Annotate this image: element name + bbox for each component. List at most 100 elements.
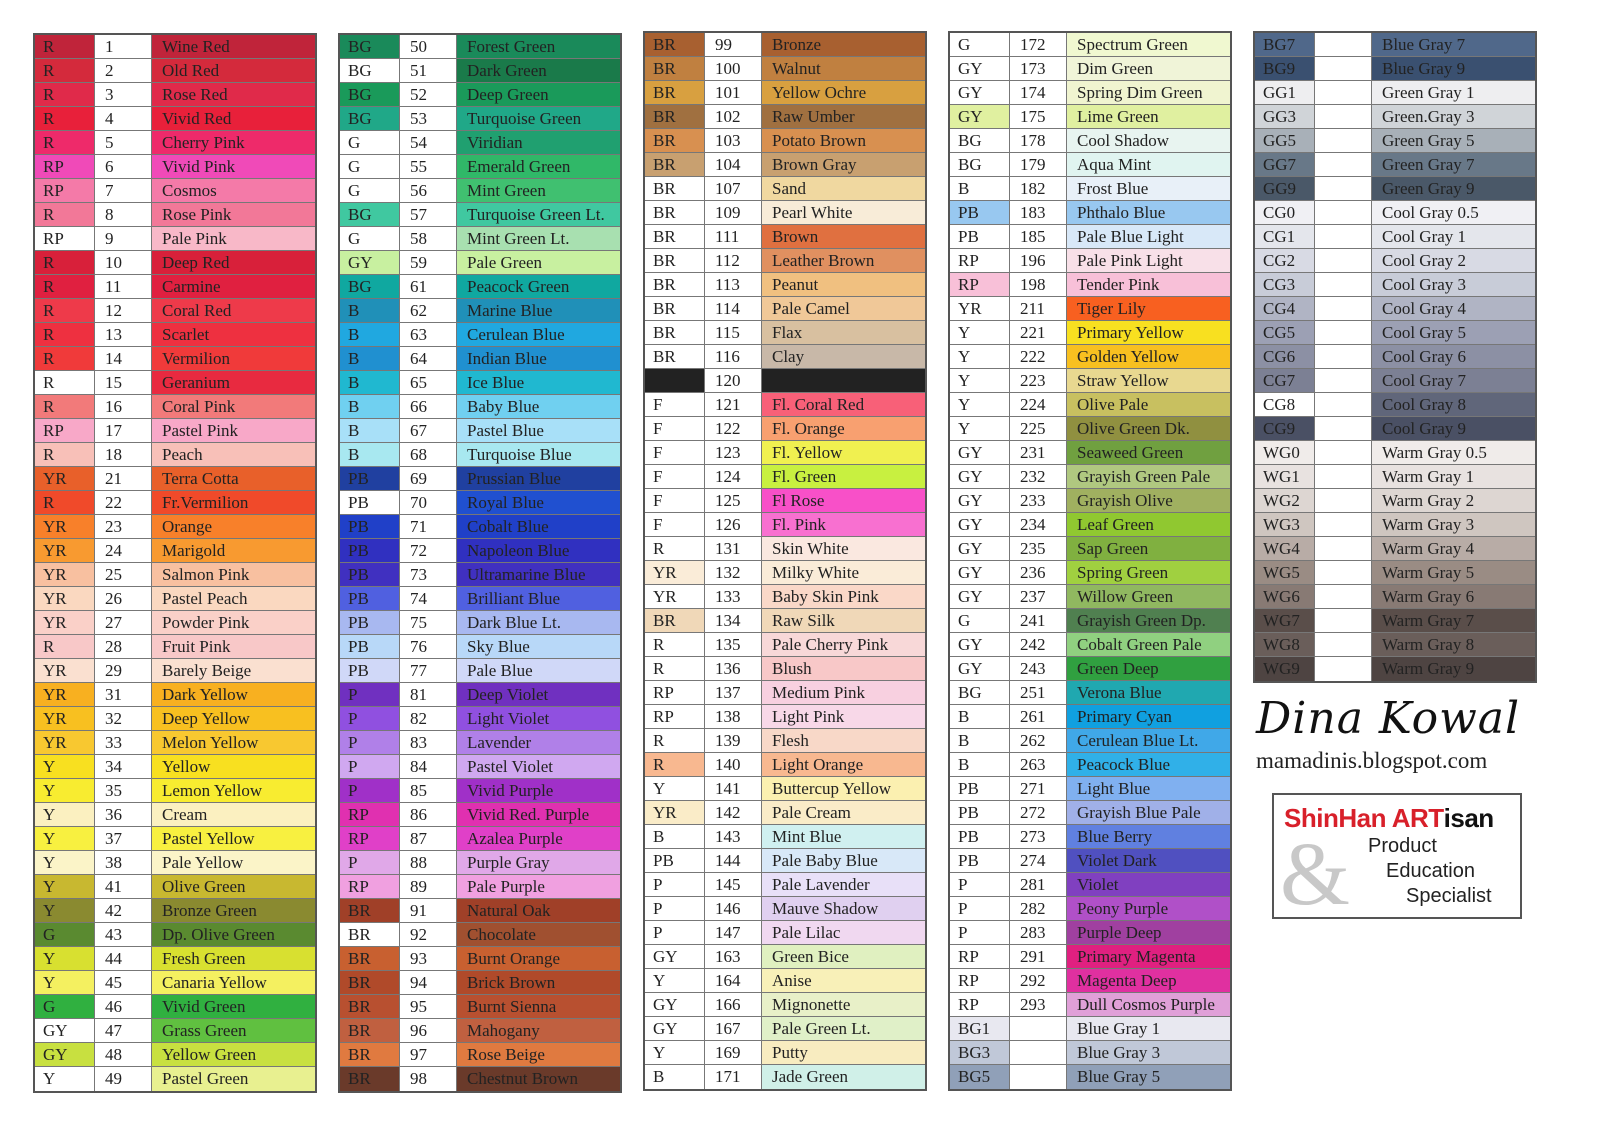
swatch-row: BG 179 Aqua Mint <box>950 153 1230 177</box>
color-name-swatch: Fl. Orange <box>762 417 925 440</box>
color-family-code: Y <box>950 321 1010 344</box>
color-family-code: BR <box>645 153 705 176</box>
color-number <box>1315 297 1372 320</box>
color-number: 92 <box>400 923 457 946</box>
color-number: 234 <box>1010 513 1067 536</box>
color-name-swatch: Cool Gray 6 <box>1372 345 1535 368</box>
swatch-row: YR 26 Pastel Peach <box>35 587 315 611</box>
color-family-code: B <box>340 419 400 442</box>
color-number: 103 <box>705 129 762 152</box>
color-number: 274 <box>1010 849 1067 872</box>
swatch-row: GY 47 Grass Green <box>35 1019 315 1043</box>
swatch-row: G 43 Dp. Olive Green <box>35 923 315 947</box>
color-name-swatch: Pale Pink Light <box>1067 249 1230 272</box>
color-family-code: P <box>340 707 400 730</box>
color-number: 56 <box>400 179 457 202</box>
color-number: 183 <box>1010 201 1067 224</box>
color-number: 93 <box>400 947 457 970</box>
color-number: 3 <box>95 83 152 106</box>
swatch-row: RP 198 Tender Pink <box>950 273 1230 297</box>
swatch-row: R 140 Light Orange <box>645 753 925 777</box>
swatch-row: RP 87 Azalea Purple <box>340 827 620 851</box>
color-number: 29 <box>95 659 152 682</box>
color-family-code: PB <box>950 225 1010 248</box>
color-number: 99 <box>705 33 762 56</box>
color-name-swatch: Mint Blue <box>762 825 925 848</box>
swatch-row: WG8 Warm Gray 8 <box>1255 633 1535 657</box>
color-family-code: BR <box>645 249 705 272</box>
color-name-swatch: Brown <box>762 225 925 248</box>
swatch-column: BG 50 Forest Green BG 51 Dark Green BG 52 Deep G… <box>338 33 622 1093</box>
swatch-row: YR 24 Marigold <box>35 539 315 563</box>
color-family-code: YR <box>35 731 95 754</box>
color-name-swatch: Melon Yellow <box>152 731 315 754</box>
color-family-code: R <box>35 323 95 346</box>
color-number: 122 <box>705 417 762 440</box>
color-name-swatch: Barely Beige <box>152 659 315 682</box>
swatch-row: P 281 Violet <box>950 873 1230 897</box>
color-name-swatch: Sky Blue <box>457 635 620 658</box>
swatch-row: YR 133 Baby Skin Pink <box>645 585 925 609</box>
color-family-code: BR <box>645 321 705 344</box>
color-name-swatch: Carmine <box>152 275 315 298</box>
color-family-code: R <box>35 395 95 418</box>
color-name-swatch: Pastel Peach <box>152 587 315 610</box>
color-number: 24 <box>95 539 152 562</box>
color-name-swatch: Peacock Blue <box>1067 753 1230 776</box>
color-number: 136 <box>705 657 762 680</box>
color-number: 88 <box>400 851 457 874</box>
swatch-row: PB 71 Cobalt Blue <box>340 515 620 539</box>
swatch-row: PB 185 Pale Blue Light <box>950 225 1230 249</box>
color-family-code: WG4 <box>1255 537 1315 560</box>
swatch-row: BG 251 Verona Blue <box>950 681 1230 705</box>
color-name-swatch: Fl. Coral Red <box>762 393 925 416</box>
color-number <box>1315 33 1372 56</box>
color-name-swatch: Grayish Olive <box>1067 489 1230 512</box>
color-family-code: YR <box>35 683 95 706</box>
color-family-code: YR <box>950 297 1010 320</box>
color-family-code: RP <box>340 827 400 850</box>
swatch-row: RP 293 Dull Cosmos Purple <box>950 993 1230 1017</box>
color-name-swatch: Blush <box>762 657 925 680</box>
color-family-code: BR <box>645 81 705 104</box>
color-number: 7 <box>95 179 152 202</box>
color-number: 53 <box>400 107 457 130</box>
color-number: 211 <box>1010 297 1067 320</box>
color-number: 131 <box>705 537 762 560</box>
color-name-swatch: Green Gray 9 <box>1372 177 1535 200</box>
color-number: 233 <box>1010 489 1067 512</box>
color-number: 13 <box>95 323 152 346</box>
color-family-code: B <box>340 443 400 466</box>
swatch-row: BG 61 Peacock Green <box>340 275 620 299</box>
color-family-code: B <box>950 729 1010 752</box>
swatch-row: YR 23 Orange <box>35 515 315 539</box>
swatch-row: GY 234 Leaf Green <box>950 513 1230 537</box>
color-family-code: RP <box>35 227 95 250</box>
color-name-swatch: Sand <box>762 177 925 200</box>
color-name-swatch: Blue Gray 7 <box>1372 33 1535 56</box>
swatch-row: GY 242 Cobalt Green Pale <box>950 633 1230 657</box>
color-number: 137 <box>705 681 762 704</box>
color-number: 171 <box>705 1065 762 1089</box>
color-number: 89 <box>400 875 457 898</box>
swatch-row: PB 272 Grayish Blue Pale <box>950 801 1230 825</box>
swatch-row: BR 109 Pearl White <box>645 201 925 225</box>
swatch-row: BR 98 Chestnut Brown <box>340 1067 620 1091</box>
color-name-swatch: Tiger Lily <box>1067 297 1230 320</box>
color-number <box>1315 657 1372 681</box>
swatch-row: B 62 Marine Blue <box>340 299 620 323</box>
color-name-swatch: Lavender <box>457 731 620 754</box>
color-family-code: WG3 <box>1255 513 1315 536</box>
color-name-swatch: Blue Berry <box>1067 825 1230 848</box>
color-number: 174 <box>1010 81 1067 104</box>
swatch-row: WG7 Warm Gray 7 <box>1255 609 1535 633</box>
swatch-row: BR 134 Raw Silk <box>645 609 925 633</box>
color-number: 27 <box>95 611 152 634</box>
color-name-swatch: Flax <box>762 321 925 344</box>
color-name-swatch: Golden Yellow <box>1067 345 1230 368</box>
color-family-code: BG <box>340 83 400 106</box>
color-number: 54 <box>400 131 457 154</box>
color-name-swatch: Cool Gray 7 <box>1372 369 1535 392</box>
color-family-code: BG7 <box>1255 33 1315 56</box>
color-number: 140 <box>705 753 762 776</box>
